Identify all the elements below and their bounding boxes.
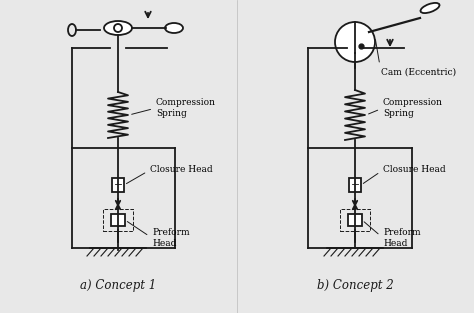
Ellipse shape (104, 21, 132, 35)
Text: Cam (Eccentric): Cam (Eccentric) (375, 40, 456, 76)
Text: Closure Head: Closure Head (363, 166, 446, 183)
Text: Closure Head: Closure Head (127, 166, 213, 184)
Text: Compression
Spring: Compression Spring (369, 98, 443, 118)
Bar (112, 178, 124, 192)
Text: Compression
Spring: Compression Spring (132, 98, 216, 118)
Bar (349, 178, 361, 192)
Text: Preform
Head: Preform Head (364, 222, 420, 248)
Bar (348, 214, 362, 226)
Bar (103, 209, 133, 231)
Circle shape (335, 22, 375, 62)
Bar (111, 214, 125, 226)
Bar (340, 209, 370, 231)
Ellipse shape (420, 3, 439, 13)
Text: a) Concept 1: a) Concept 1 (80, 279, 156, 291)
Text: b) Concept 2: b) Concept 2 (317, 279, 393, 291)
Ellipse shape (165, 23, 183, 33)
Text: Preform
Head: Preform Head (128, 222, 190, 248)
